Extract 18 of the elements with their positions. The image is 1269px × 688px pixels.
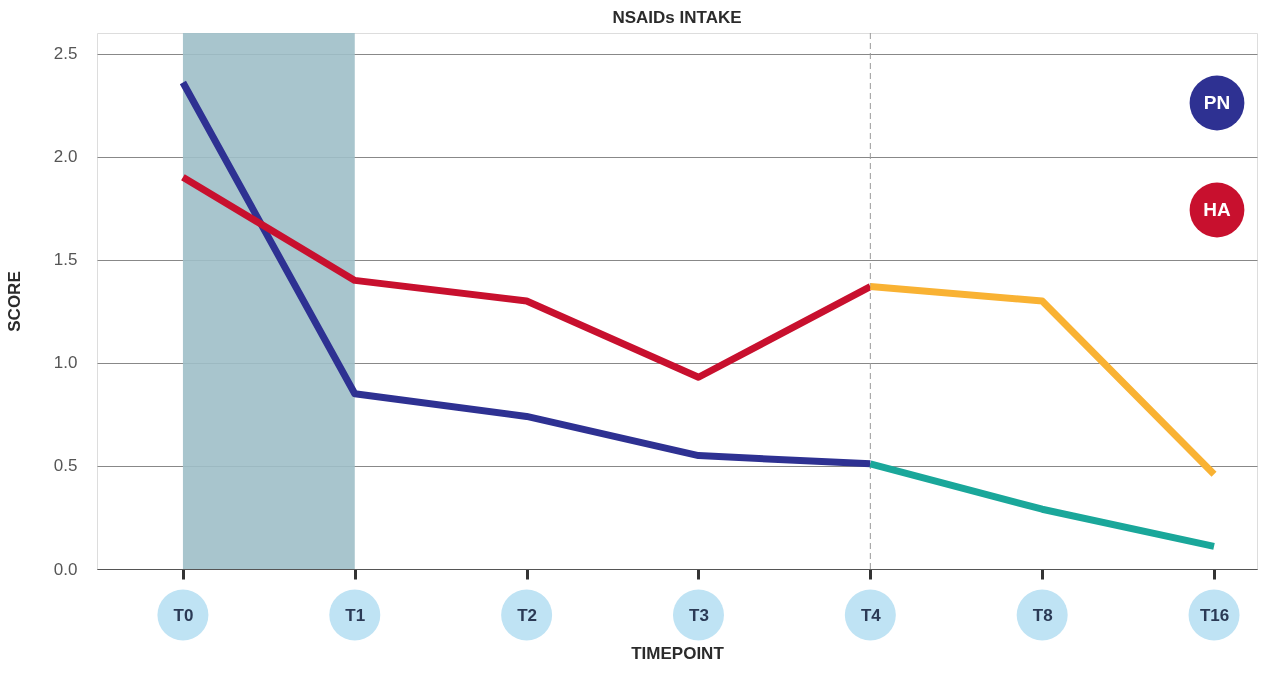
text: PN (1203, 92, 1231, 113)
x-tick-label: T0 (173, 605, 194, 625)
y-tick-label: 2.5 (53, 44, 78, 64)
x-tick-label: T2 (517, 605, 538, 625)
y-tick-label: 0.0 (53, 559, 78, 579)
text: HA (1203, 199, 1231, 220)
y-tick-label: 0.5 (53, 456, 78, 476)
y-tick-label: 2.0 (53, 147, 78, 167)
y-tick-label: 1.5 (53, 250, 78, 270)
chart-title: NSAIDs INTAKE (612, 7, 742, 27)
x-tick-label: T16 (1199, 605, 1230, 625)
x-tick-label: T3 (689, 605, 709, 625)
x-axis-title: TIMEPOINT (631, 643, 725, 663)
y-axis-title: SCORE (4, 271, 24, 332)
x-tick-label: T1 (345, 605, 366, 625)
x-tick-label: T8 (1032, 605, 1053, 625)
y-tick-label: 1.0 (53, 353, 78, 373)
x-tick-label: T4 (860, 605, 882, 625)
